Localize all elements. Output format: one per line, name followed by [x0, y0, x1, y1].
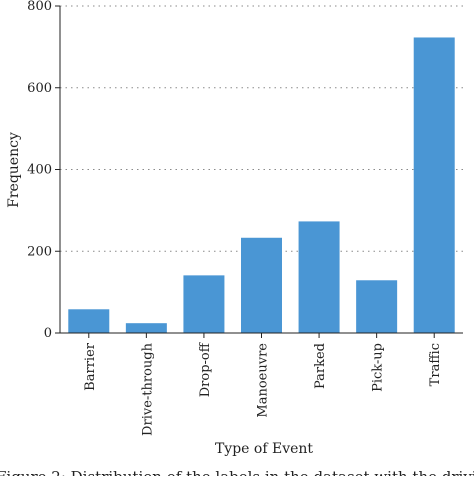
- y-tick-label: 0: [44, 326, 52, 341]
- y-tick-labels: 0 200 400 600 800: [27, 0, 52, 341]
- bar-drive-through: [125, 323, 167, 333]
- axes: [55, 5, 463, 338]
- x-category-label: Parked: [313, 343, 328, 389]
- x-axis-title: Type of Event: [215, 441, 313, 457]
- bars: [68, 37, 455, 333]
- x-category-label: Drive-through: [140, 342, 155, 436]
- y-axis-title: Frequency: [6, 132, 22, 208]
- bar-pick-up: [356, 280, 398, 333]
- figure-caption: Figure 2: Distribution of the labels in …: [0, 468, 474, 476]
- x-category-label: Manoeuvre: [256, 343, 271, 418]
- gridlines: [60, 5, 463, 252]
- bar-barrier: [68, 309, 110, 333]
- x-category-label: Pick-up: [371, 343, 386, 392]
- y-tick-label: 600: [27, 81, 52, 96]
- x-category-label: Traffic: [428, 343, 443, 386]
- x-category-labels: Barrier Drive-through Drop-off Manoeuvre Par…: [83, 341, 443, 436]
- bar-traffic: [413, 37, 455, 333]
- bar-parked: [298, 221, 340, 333]
- y-tick-label: 200: [27, 244, 52, 259]
- bar-drop-off: [183, 275, 225, 333]
- x-category-label: Barrier: [83, 342, 98, 391]
- x-category-label: Drop-off: [198, 341, 213, 397]
- bar-manoeuvre: [241, 237, 282, 333]
- y-tick-label: 400: [27, 163, 52, 178]
- y-tick-label: 800: [27, 0, 52, 14]
